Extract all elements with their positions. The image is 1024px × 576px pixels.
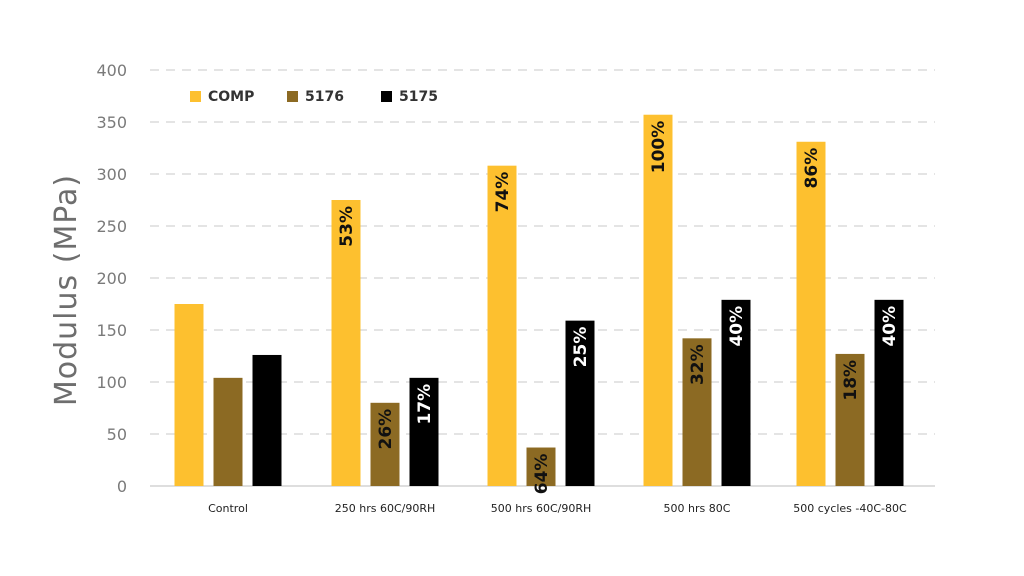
legend-swatch (287, 91, 298, 102)
bar-5175 (565, 320, 595, 486)
bar-5176 (370, 402, 400, 486)
x-category-label: 500 hrs 60C/90RH (491, 502, 592, 515)
x-category-label: 500 cycles -40C-80C (793, 502, 907, 515)
bar-comp (643, 114, 673, 486)
data-label: 64% (532, 454, 552, 495)
y-tick-label: 350 (96, 113, 127, 132)
bar-comp (796, 141, 826, 486)
data-label: 26% (376, 409, 396, 450)
bar-5176 (682, 338, 712, 486)
legend-swatch (190, 91, 201, 102)
data-label: 53% (337, 206, 357, 247)
bar-comp (174, 304, 204, 486)
y-tick-label: 0 (117, 477, 127, 496)
y-tick-label: 100 (96, 373, 127, 392)
y-axis-label: Modulus (MPa) (49, 174, 84, 406)
bar-comp (331, 200, 361, 486)
legend: COMP 5176 5175 (190, 89, 438, 105)
bars (174, 114, 904, 486)
y-tick-label: 400 (96, 61, 127, 80)
data-label: 18% (841, 360, 861, 401)
bar-5175 (252, 354, 282, 486)
bar-5176 (213, 377, 243, 486)
y-tick-label: 300 (96, 165, 127, 184)
legend-label: 5175 (399, 89, 438, 105)
bar-5176 (526, 447, 556, 486)
y-tick-label: 50 (107, 425, 127, 444)
data-label: 17% (415, 384, 435, 425)
bar-comp (487, 165, 517, 486)
data-label: 25% (571, 327, 591, 368)
bar-5176 (835, 353, 865, 486)
bar-5175 (409, 377, 439, 486)
data-label: 32% (688, 344, 708, 385)
data-label: 100% (649, 121, 669, 174)
data-label: 40% (880, 306, 900, 347)
legend-swatch (381, 91, 392, 102)
legend-label: 5176 (305, 89, 344, 105)
y-tick-label: 250 (96, 217, 127, 236)
y-tick-label: 200 (96, 269, 127, 288)
data-label: 74% (493, 172, 513, 213)
x-category-label: Control (208, 502, 248, 515)
x-axis-categories: Control 250 hrs 60C/90RH 500 hrs 60C/90RH 5… (208, 502, 907, 515)
bar-5175 (721, 299, 751, 486)
data-labels: 53% 26% 17% 74% 64% 25% 100% 32% 40% 86% 18% 40% (337, 121, 900, 495)
x-category-label: 500 hrs 80C (664, 502, 731, 515)
y-axis-ticks: 0 50 100 150 200 250 300 350 400 (96, 61, 127, 496)
legend-label: COMP (208, 89, 254, 105)
x-category-label: 250 hrs 60C/90RH (335, 502, 436, 515)
data-label: 86% (802, 148, 822, 189)
data-label: 40% (727, 306, 747, 347)
y-tick-label: 150 (96, 321, 127, 340)
bar-5175 (874, 299, 904, 486)
